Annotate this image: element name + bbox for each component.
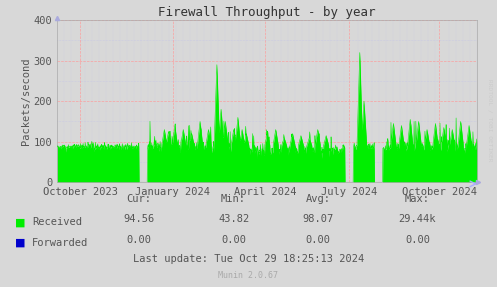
Text: ■: ■ [15, 238, 25, 247]
Text: 43.82: 43.82 [218, 214, 249, 224]
Text: 29.44k: 29.44k [399, 214, 436, 224]
Text: Last update: Tue Oct 29 18:25:13 2024: Last update: Tue Oct 29 18:25:13 2024 [133, 254, 364, 264]
Text: Munin 2.0.67: Munin 2.0.67 [219, 271, 278, 280]
Text: 0.00: 0.00 [405, 234, 430, 245]
Y-axis label: Packets/second: Packets/second [21, 57, 31, 145]
Text: 0.00: 0.00 [127, 234, 152, 245]
Text: 0.00: 0.00 [221, 234, 246, 245]
Text: ■: ■ [15, 218, 25, 227]
Title: Firewall Throughput - by year: Firewall Throughput - by year [159, 6, 376, 19]
Text: RRDTOOL / TOBI OETIKER: RRDTOOL / TOBI OETIKER [487, 79, 492, 162]
Text: Max:: Max: [405, 194, 430, 204]
Text: 0.00: 0.00 [306, 234, 331, 245]
Text: Forwarded: Forwarded [32, 238, 88, 247]
Text: 94.56: 94.56 [124, 214, 155, 224]
Text: 98.07: 98.07 [303, 214, 333, 224]
Text: Cur:: Cur: [127, 194, 152, 204]
Text: Min:: Min: [221, 194, 246, 204]
Text: Received: Received [32, 218, 83, 227]
Text: Avg:: Avg: [306, 194, 331, 204]
